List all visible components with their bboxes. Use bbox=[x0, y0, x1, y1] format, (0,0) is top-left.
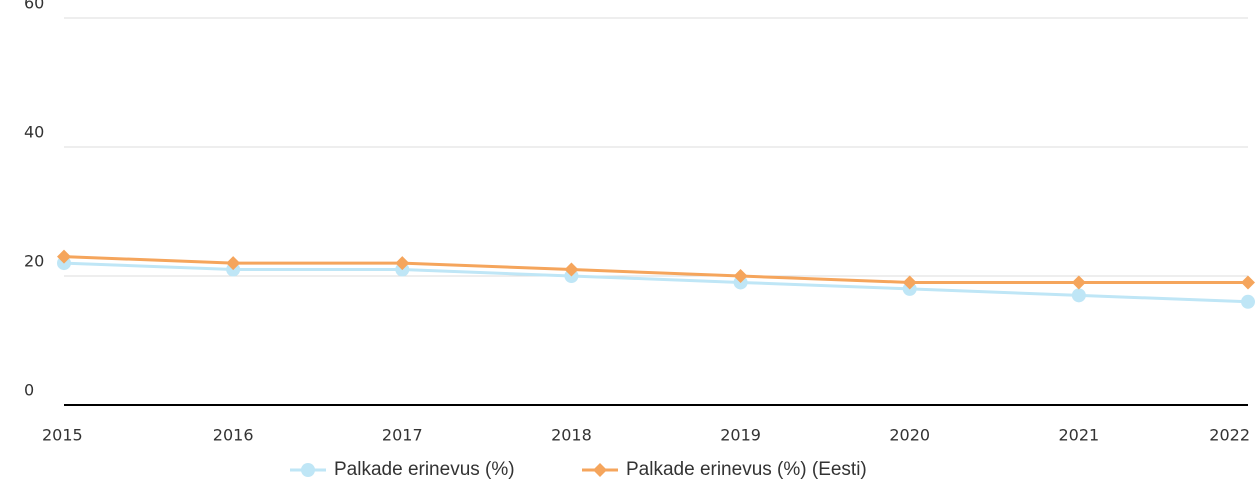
circle-marker bbox=[1071, 288, 1086, 303]
series-line bbox=[63, 255, 1248, 284]
diamond-marker bbox=[1241, 275, 1255, 290]
x-tick-label: 2022 bbox=[1209, 426, 1250, 445]
y-tick-label: 0 bbox=[24, 381, 34, 400]
diamond-marker bbox=[1071, 275, 1086, 290]
legend-label: Palkade erinevus (%) bbox=[334, 459, 515, 480]
legend-label: Palkade erinevus (%) (Eesti) bbox=[626, 459, 867, 480]
diamond-marker bbox=[564, 262, 579, 277]
circle-marker bbox=[1241, 294, 1255, 309]
x-tick-label: 2015 bbox=[42, 426, 83, 445]
y-tick-label: 60 bbox=[24, 0, 44, 13]
legend-marker bbox=[301, 463, 315, 477]
series-line bbox=[63, 261, 1249, 304]
x-tick-label: 2017 bbox=[382, 426, 423, 445]
diamond-marker bbox=[733, 269, 748, 283]
diamond-marker bbox=[57, 249, 71, 264]
y-tick-label: 20 bbox=[24, 252, 44, 271]
y-tick-label: 40 bbox=[24, 123, 44, 142]
x-tick-label: 2018 bbox=[551, 426, 592, 445]
diamond-marker bbox=[226, 256, 241, 271]
legend-marker bbox=[593, 463, 607, 477]
diamond-marker bbox=[902, 275, 917, 290]
diamond-marker bbox=[395, 256, 410, 271]
x-tick-label: 2021 bbox=[1058, 426, 1099, 445]
x-tick-label: 2020 bbox=[889, 426, 930, 445]
x-tick-label: 2019 bbox=[720, 426, 761, 445]
x-tick-label: 2016 bbox=[213, 426, 254, 445]
